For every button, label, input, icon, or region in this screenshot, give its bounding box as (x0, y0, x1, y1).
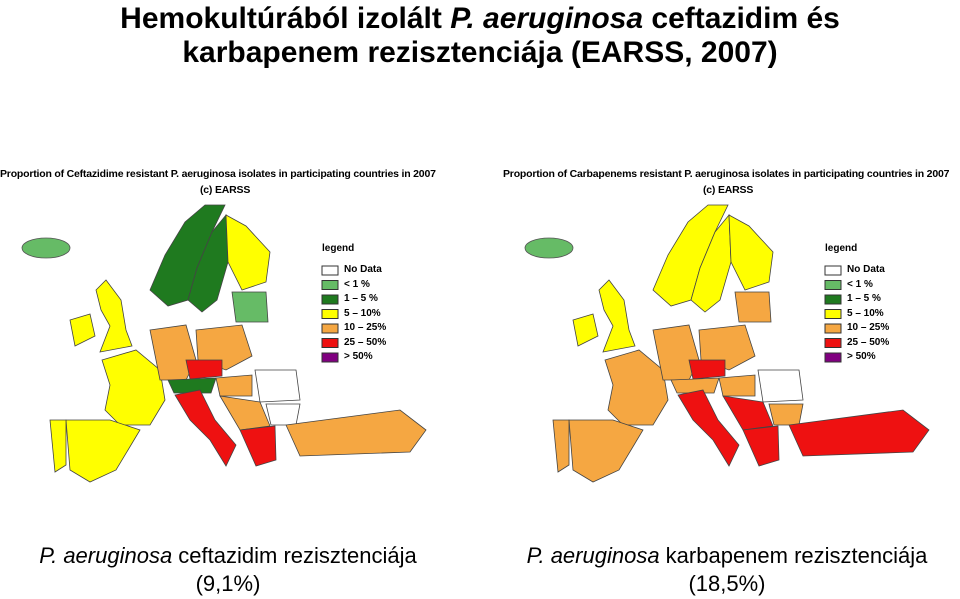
caption-line: P. aeruginosa ceftazidim rezisztenciája (0, 542, 468, 570)
country (690, 213, 732, 313)
legend-label: < 1 % (344, 278, 370, 290)
country (185, 359, 223, 380)
country (670, 377, 720, 394)
country (215, 374, 253, 397)
map-copyright: (c) EARSS (200, 184, 251, 196)
legend-label: < 1 % (847, 278, 873, 290)
country (231, 291, 269, 323)
legend-swatch (824, 323, 842, 334)
legend-swatch (321, 280, 339, 290)
country (187, 213, 229, 313)
country (254, 369, 301, 403)
legend-swatch (824, 294, 842, 305)
caption-italic: P. aeruginosa (39, 543, 173, 568)
title-line: karbapenem rezisztenciája (EARSS, 2007) (182, 36, 778, 69)
country (69, 313, 96, 347)
country (101, 349, 166, 426)
legend-swatch (824, 280, 842, 290)
country (718, 374, 756, 397)
title-line: Hemokultúrából izolált P. aeruginosa cef… (0, 2, 960, 36)
country (524, 237, 574, 259)
map-title: Proportion of Carbapenems resistant P. a… (503, 168, 950, 180)
legend-label: 10 – 25% (344, 322, 387, 333)
country (167, 377, 217, 394)
europe-map (21, 204, 427, 483)
title-text-italic: P. aeruginosa (450, 2, 644, 35)
country (698, 324, 756, 371)
country (21, 237, 71, 259)
legend-label: 1 – 5 % (847, 293, 881, 304)
legend-label: 10 – 25% (847, 322, 890, 333)
legend-label: > 50% (344, 351, 373, 362)
legend-swatch (824, 265, 842, 276)
country (195, 324, 253, 371)
legend-title: legend (825, 243, 858, 254)
caption-line: P. aeruginosa karbapenem rezisztenciája (487, 542, 960, 570)
country (788, 409, 930, 457)
country (95, 279, 133, 353)
country (734, 291, 772, 323)
country (742, 425, 780, 467)
europe-map (524, 204, 930, 483)
country (174, 389, 237, 467)
legend-label: 25 – 50% (847, 336, 890, 348)
legend-swatch (321, 323, 339, 334)
country (219, 395, 271, 431)
caption-italic: P. aeruginosa (526, 543, 660, 568)
country (568, 419, 644, 483)
country (768, 403, 804, 426)
map-title: Proportion of Ceftazidime resistant P. a… (0, 168, 436, 180)
title-text: Hemokultúrából izolált (120, 2, 451, 35)
caption-line: (9,1%) (195, 571, 261, 596)
legend-label: 1 – 5 % (344, 293, 378, 304)
caption-line: (18,5%) (688, 571, 766, 596)
country (677, 389, 740, 467)
country (652, 204, 729, 307)
legend-label: 25 – 50% (344, 336, 387, 348)
country (598, 279, 636, 353)
country (239, 425, 277, 467)
country (285, 409, 427, 457)
country (225, 214, 271, 291)
legend-label: > 50% (847, 351, 876, 362)
legend-label: 5 – 10% (847, 307, 884, 319)
caption-text: karbapenem rezisztenciája (659, 543, 928, 568)
caption-text: ceftazidim rezisztenciája (172, 543, 417, 568)
legend-label: No Data (847, 264, 885, 275)
legend-swatch (321, 352, 339, 363)
country (728, 214, 774, 291)
legend-label: No Data (344, 264, 382, 275)
country (688, 359, 726, 380)
country (757, 369, 804, 403)
legend-swatch (321, 309, 339, 319)
legend-swatch (321, 338, 339, 348)
legend-title: legend (322, 243, 355, 254)
country (552, 419, 570, 473)
country (722, 395, 774, 431)
legend-swatch (824, 309, 842, 319)
legend-label: 5 – 10% (344, 307, 381, 319)
country (49, 419, 67, 473)
title-text: ceftazidim és (643, 2, 840, 35)
legend-swatch (824, 352, 842, 363)
country (265, 403, 301, 426)
country (604, 349, 669, 426)
map-copyright: (c) EARSS (703, 184, 754, 196)
legend-swatch (321, 294, 339, 305)
country (149, 204, 226, 307)
legend-swatch (321, 265, 339, 276)
legend-swatch (824, 338, 842, 348)
country (572, 313, 599, 347)
country (65, 419, 141, 483)
